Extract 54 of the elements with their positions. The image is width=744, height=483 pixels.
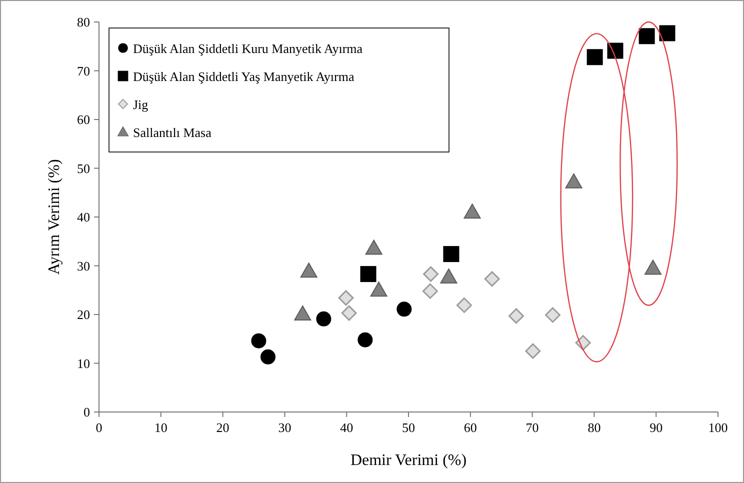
point <box>644 260 662 275</box>
y-axis-title: Ayrım Verimi (%) <box>46 159 63 275</box>
point <box>456 297 472 313</box>
y-tick-label: 50 <box>77 160 90 176</box>
y-tick-label: 20 <box>77 307 90 322</box>
y-tick-label: 0 <box>84 404 90 420</box>
y-tick-label: 60 <box>77 112 90 127</box>
point <box>508 308 524 324</box>
point <box>423 266 439 282</box>
point <box>422 283 438 299</box>
x-tick-label: 10 <box>154 420 168 435</box>
point <box>638 28 655 44</box>
x-tick-label: 30 <box>278 420 292 435</box>
point <box>341 305 357 321</box>
y-tick-label: 40 <box>77 210 90 224</box>
x-tick-label: 40 <box>340 420 354 435</box>
point <box>544 307 560 323</box>
x-tick-label: 90 <box>650 420 663 435</box>
point <box>370 282 388 297</box>
point <box>358 332 373 348</box>
x-tick-label: 80 <box>588 420 601 435</box>
legend-label: Düşük Alan Şiddetli Kuru Manyetik Ayırma <box>133 41 363 56</box>
point <box>396 302 412 317</box>
point <box>365 240 382 255</box>
point <box>360 266 376 282</box>
point <box>300 262 318 278</box>
point <box>464 204 481 219</box>
x-tick-label: 50 <box>402 420 415 435</box>
point <box>659 25 676 42</box>
point <box>260 349 276 364</box>
x-tick-label: 0 <box>96 420 102 435</box>
x-tick-label: 70 <box>526 420 539 435</box>
point <box>607 42 624 59</box>
point <box>294 306 312 321</box>
point <box>316 311 332 326</box>
point <box>440 268 458 284</box>
point <box>251 333 266 348</box>
x-tick-label: 20 <box>216 420 230 435</box>
x-axis-title: Demir Verimi (%) <box>350 452 467 469</box>
y-tick-label: 80 <box>77 14 90 30</box>
point <box>338 290 354 306</box>
point <box>443 246 460 262</box>
point <box>525 343 541 359</box>
point <box>586 49 603 66</box>
y-tick-label: 10 <box>77 356 90 371</box>
y-tick-label: 70 <box>77 63 90 78</box>
x-tick-label: 60 <box>464 420 477 435</box>
legend-label: Jig <box>133 97 149 112</box>
point <box>565 173 582 188</box>
x-tick-label: 100 <box>708 420 728 435</box>
legend-label: Düşük Alan Şiddetli Yaş Manyetik Ayırma <box>133 69 354 84</box>
legend-label: Sallantılı Masa <box>133 125 212 140</box>
point <box>484 271 500 287</box>
y-tick-label: 30 <box>77 258 90 274</box>
